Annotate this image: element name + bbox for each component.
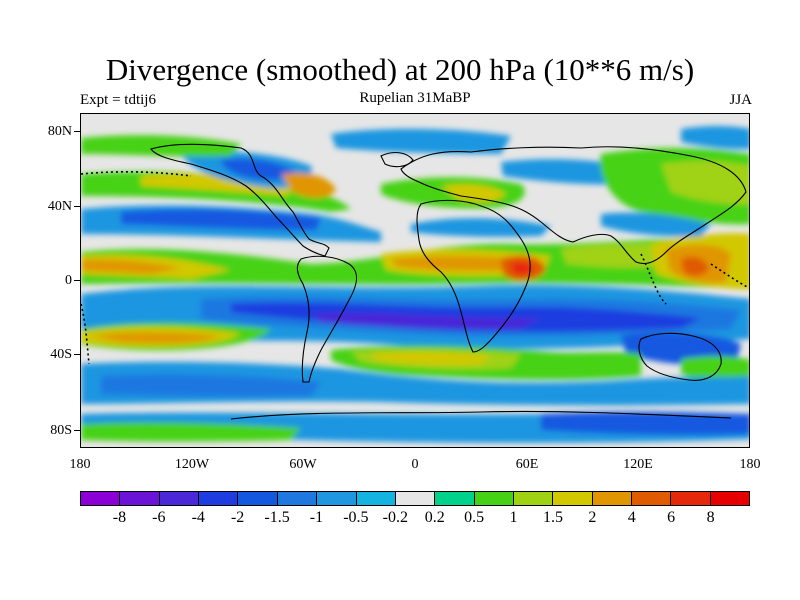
colorbar	[80, 491, 750, 506]
colorbar-label: -0.2	[382, 509, 408, 526]
colorbar-label: 8	[706, 509, 715, 526]
colorbar-swatch	[317, 492, 357, 505]
dotted-contours	[81, 171, 749, 365]
y-tick	[74, 131, 80, 132]
australia-coast	[638, 332, 722, 381]
colorbar-swatch	[159, 492, 200, 505]
colorbar-swatch	[120, 492, 160, 505]
x-label-180e: 180	[739, 457, 761, 472]
y-label-80n: 80N	[47, 124, 72, 139]
divergence-field	[81, 125, 749, 443]
colorbar-swatch	[671, 492, 711, 505]
africa-coast	[416, 199, 531, 353]
colorbar-label: 0.2	[424, 509, 445, 526]
colorbar-label: 2	[588, 509, 597, 526]
x-label-0: 0	[411, 457, 419, 472]
antarctica-coast	[230, 410, 732, 420]
colorbar-label: 1	[509, 509, 518, 526]
colorbar-label: -1	[309, 509, 324, 526]
colorbar-swatch	[710, 492, 750, 505]
colorbar-label: -6	[152, 509, 166, 526]
y-label-80s: 80S	[50, 423, 72, 438]
colorbar-swatch	[474, 492, 514, 505]
colorbar-swatch	[395, 492, 436, 505]
colorbar-swatch	[277, 492, 318, 505]
divergence-map	[80, 113, 750, 448]
experiment-label: Expt = tdtij6	[80, 92, 156, 108]
colorbar-swatch	[513, 492, 554, 505]
colorbar-label: 0.5	[464, 509, 485, 526]
map-title: Divergence (smoothed) at 200 hPa (10**6 …	[105, 52, 695, 87]
colorbar-swatch	[632, 492, 672, 505]
colorbar-swatch	[199, 492, 239, 505]
map-subtitle: Rupelian 31MaBP	[359, 90, 471, 106]
y-tick	[74, 206, 80, 207]
greenland-coast	[380, 151, 414, 168]
x-label-60e: 60E	[515, 457, 539, 472]
y-tick	[74, 354, 80, 355]
x-label-180w: 180	[69, 457, 91, 472]
colorbar-label: -4	[191, 509, 205, 526]
eurasia-coast	[400, 146, 747, 265]
y-tick	[74, 430, 80, 431]
colorbar-label: -8	[112, 509, 127, 526]
season-label: JJA	[729, 92, 752, 108]
colorbar-swatch	[238, 492, 278, 505]
x-label-120w: 120W	[174, 457, 210, 472]
colorbar-swatch	[81, 492, 121, 505]
colorbar-label: 1.5	[542, 509, 563, 526]
map-canvas	[81, 114, 749, 447]
colorbar-swatch	[435, 492, 475, 505]
colorbar-label: -1.5	[264, 509, 290, 526]
colorbar-label: -0.5	[343, 509, 369, 526]
colorbar-swatch	[553, 492, 593, 505]
colorbar-label: -2	[230, 509, 245, 526]
coastlines	[150, 143, 747, 420]
y-label-0: 0	[65, 273, 72, 288]
colorbar-swatch	[356, 492, 396, 505]
colorbar-label: 4	[627, 509, 636, 526]
y-label-40s: 40S	[50, 347, 72, 362]
south-america-coast	[296, 255, 358, 383]
y-label-40n: 40N	[47, 199, 72, 214]
x-label-60w: 60W	[289, 457, 317, 472]
north-america-coast	[150, 143, 330, 257]
x-label-120e: 120E	[623, 457, 653, 472]
colorbar-label: 6	[667, 509, 676, 526]
y-tick	[74, 280, 80, 281]
colorbar-swatch	[592, 492, 633, 505]
